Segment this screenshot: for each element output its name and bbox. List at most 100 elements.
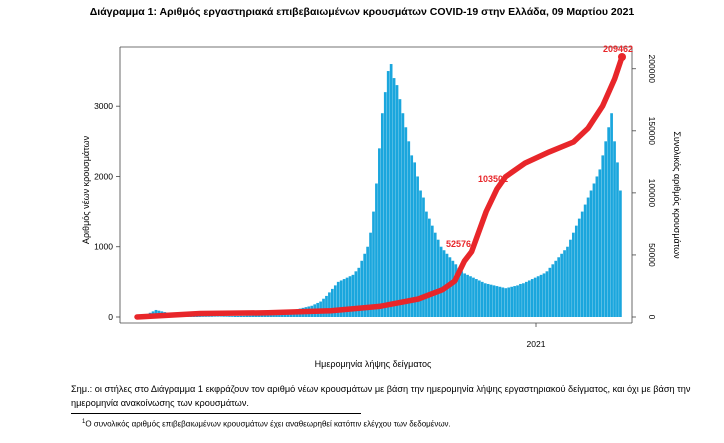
bar: [466, 274, 469, 317]
y-tick-label: 2000: [94, 171, 113, 181]
bar: [510, 286, 513, 317]
bar: [519, 283, 522, 317]
y-tick-label: 0: [108, 312, 113, 322]
bar: [616, 162, 619, 317]
y-axis-label: Αριθμός νέων κρουσμάτων: [81, 135, 91, 244]
bar: [383, 92, 387, 317]
bar: [404, 127, 408, 318]
bar: [333, 285, 337, 317]
bar: [322, 298, 325, 317]
bar: [463, 273, 466, 317]
y2-axis-label: Συνολικός αριθμός κρουσμάτων: [672, 131, 682, 259]
bar: [234, 315, 237, 317]
bar: [480, 281, 484, 317]
bar: [613, 141, 616, 317]
bar: [213, 316, 217, 317]
bar: [348, 276, 352, 317]
bar: [539, 274, 543, 317]
y-axis-right: 0 50000 100000 150000 200000: [632, 55, 657, 320]
bar: [525, 281, 528, 317]
bar: [225, 316, 228, 317]
bar: [504, 288, 508, 317]
bar: [401, 113, 405, 317]
bar: [354, 271, 358, 317]
bar: [557, 257, 561, 317]
bar: [545, 271, 549, 317]
bar: [254, 315, 258, 317]
bar: [416, 176, 419, 317]
bar: [533, 277, 537, 317]
bar: [475, 279, 478, 317]
bar: [483, 283, 487, 317]
bar: [486, 283, 490, 317]
bar: [342, 279, 346, 317]
bar: [331, 288, 334, 317]
bar: [210, 316, 214, 317]
bar: [569, 239, 572, 317]
x-axis-label: Ημερομηνία λήψης δείγματος: [315, 359, 432, 369]
bar: [336, 281, 340, 317]
bar: [536, 276, 540, 317]
bar: [378, 148, 381, 317]
bar: [198, 316, 202, 317]
bar: [595, 176, 599, 317]
bar: [228, 316, 231, 317]
bar: [389, 64, 393, 317]
bar: [601, 155, 605, 317]
cumulative-line: [134, 54, 625, 320]
bar: [386, 71, 390, 317]
bar: [251, 315, 255, 317]
bar: [201, 316, 205, 317]
bar: [522, 283, 525, 317]
bar: [580, 211, 584, 317]
y2-tick-label: 0: [647, 315, 657, 320]
bar: [563, 250, 566, 317]
bar: [469, 276, 472, 317]
bar: [325, 295, 328, 317]
y-axis-left: 0 1000 2000 3000: [94, 101, 120, 322]
y2-tick-label: 100000: [647, 179, 657, 208]
bar: [425, 211, 428, 317]
y-tick-label: 3000: [94, 101, 113, 111]
bar: [566, 246, 569, 317]
bar: [375, 183, 378, 317]
footnote-text: Ο συνολικός αριθμός επιβεβαιωμένων κρουσ…: [85, 419, 451, 429]
bar: [239, 315, 243, 317]
chart: 0 1000 2000 3000 0 50000 100000 150000 200000 2…: [81, 44, 682, 369]
bar: [339, 280, 343, 317]
bar: [542, 273, 546, 317]
bar: [560, 253, 563, 317]
annotation-52576: 52576: [446, 239, 471, 249]
bar: [583, 204, 587, 317]
bar: [245, 315, 249, 317]
bar: [574, 225, 578, 317]
bar: [413, 162, 416, 317]
chart-note: Σημ.: οι στήλες στο Διάγραμμα 1 εκφράζου…: [71, 384, 691, 408]
y-tick-label: 1000: [94, 242, 113, 252]
bar: [216, 316, 220, 317]
bar: [345, 277, 349, 317]
bar: [236, 315, 240, 317]
chart-title: Διάγραμμα 1: Αριθμός εργαστηριακά επιβεβ…: [89, 6, 635, 18]
bar: [204, 316, 208, 317]
bar: [366, 246, 369, 317]
bar: [380, 113, 384, 317]
bar: [619, 190, 622, 317]
bar: [472, 277, 475, 317]
bar: [428, 218, 431, 317]
bar: [219, 316, 222, 317]
bar: [369, 232, 372, 317]
bar: [360, 260, 364, 317]
bar: [607, 127, 610, 318]
daily-bars: [137, 64, 622, 318]
bar: [457, 267, 461, 317]
bar: [392, 78, 396, 317]
bar: [454, 264, 458, 317]
bar: [242, 315, 246, 317]
bar: [460, 271, 464, 317]
bar: [407, 141, 411, 317]
bar: [495, 286, 499, 317]
annotation-209462: 209462: [603, 44, 633, 54]
x-tick-label: 2021: [527, 339, 546, 349]
bar: [430, 225, 434, 317]
